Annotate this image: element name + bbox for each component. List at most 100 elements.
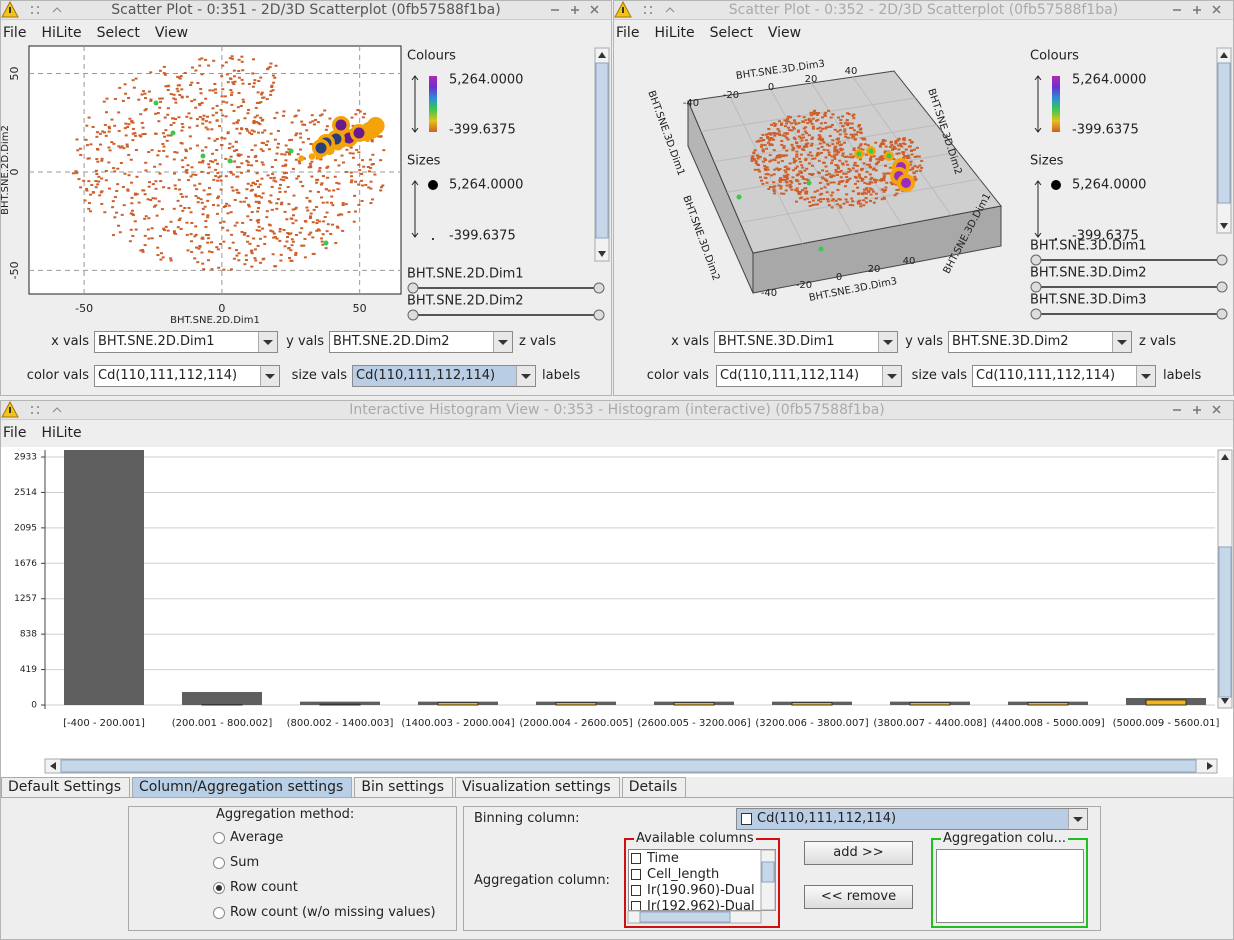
combo-box[interactable]: Cd(110,111,112,114) <box>352 365 536 387</box>
point <box>270 84 274 87</box>
radio-button[interactable] <box>212 856 226 870</box>
point <box>310 114 314 117</box>
point <box>777 132 781 135</box>
list-item[interactable]: Ir(192.962)-Dual <box>647 899 755 911</box>
combo-box[interactable]: BHT.SNE.2D.Dim2 <box>329 331 513 353</box>
point <box>827 151 831 154</box>
menu-item[interactable]: View <box>154 25 189 41</box>
slider-thumb[interactable] <box>1030 308 1042 320</box>
point <box>290 259 294 262</box>
combo-box[interactable]: Cd(110,111,112,114) <box>736 808 1088 830</box>
radio-button[interactable] <box>212 906 226 920</box>
combo-box[interactable]: Cd(110,111,112,114) <box>94 365 280 387</box>
menu-item[interactable]: HiLite <box>41 25 82 41</box>
point <box>202 268 206 271</box>
point <box>307 233 311 236</box>
point <box>265 210 269 213</box>
close-button[interactable] <box>1212 405 1221 414</box>
point <box>841 152 845 155</box>
point <box>820 151 824 154</box>
slider-thumb[interactable] <box>1216 254 1228 266</box>
slider-thumb[interactable] <box>1216 308 1228 320</box>
list-item[interactable]: Cell_length <box>647 867 720 882</box>
scroll-thumb[interactable] <box>1217 62 1231 204</box>
close-button[interactable] <box>590 5 599 14</box>
menu-item[interactable]: HiLite <box>654 25 695 41</box>
menu-item[interactable]: File <box>616 25 640 41</box>
point <box>757 140 761 143</box>
tab[interactable]: Column/Aggregation settings <box>132 777 353 797</box>
tab[interactable]: Default Settings <box>1 777 131 797</box>
maximize-button[interactable] <box>571 6 579 14</box>
close-button[interactable] <box>1212 5 1221 14</box>
menu-item[interactable]: Select <box>96 25 140 41</box>
point <box>265 216 269 219</box>
point <box>100 157 104 160</box>
point <box>833 155 837 158</box>
point <box>190 221 194 224</box>
menu-item[interactable]: View <box>767 25 802 41</box>
point <box>215 119 219 122</box>
list-item[interactable]: Time <box>647 851 679 866</box>
point <box>839 206 843 209</box>
radio-label[interactable]: Average <box>230 830 284 845</box>
maximize-button[interactable] <box>1193 406 1201 414</box>
point <box>198 245 202 248</box>
combo-box[interactable]: BHT.SNE.3D.Dim2 <box>948 331 1132 353</box>
slider-thumb[interactable] <box>1030 281 1042 293</box>
combo-box[interactable]: BHT.SNE.2D.Dim1 <box>94 331 278 353</box>
point <box>253 116 257 119</box>
menu-item[interactable]: HiLite <box>41 425 82 441</box>
point <box>167 84 171 87</box>
point <box>159 180 163 183</box>
radio-label[interactable]: Row count <box>230 880 298 895</box>
slider-thumb[interactable] <box>407 282 419 294</box>
point <box>321 233 325 236</box>
menu-item[interactable]: File <box>3 425 27 441</box>
slider-thumb[interactable] <box>1030 254 1042 266</box>
point <box>95 147 99 150</box>
maximize-button[interactable] <box>1193 6 1201 14</box>
point <box>103 123 107 126</box>
slider-thumb[interactable] <box>593 309 605 321</box>
radio-label[interactable]: Row count (w/o missing values) <box>230 905 436 920</box>
radio <box>213 907 225 919</box>
type-icon <box>631 885 641 896</box>
point <box>860 192 864 195</box>
combo-box[interactable]: Cd(110,111,112,114) <box>972 365 1156 387</box>
menu-item[interactable]: File <box>3 25 27 41</box>
point <box>828 135 832 138</box>
slider-thumb[interactable] <box>1216 281 1228 293</box>
combo-value: Cd(110,111,112,114) <box>98 368 238 383</box>
point <box>763 157 767 160</box>
point <box>816 189 820 192</box>
tab[interactable]: Visualization settings <box>455 777 620 797</box>
menu-item[interactable]: Select <box>709 25 753 41</box>
point <box>852 113 856 116</box>
list-item[interactable]: Ir(190.960)-Dual <box>647 883 755 898</box>
button[interactable]: << remove <box>804 885 913 909</box>
point <box>308 190 312 193</box>
combo-box[interactable]: Cd(110,111,112,114) <box>716 365 902 387</box>
point <box>189 211 193 214</box>
scroll-thumb[interactable] <box>1218 546 1232 698</box>
point <box>859 176 863 179</box>
radio-label[interactable]: Sum <box>230 855 260 870</box>
point <box>110 118 114 121</box>
point <box>166 113 170 116</box>
point <box>150 237 154 240</box>
slider-thumb[interactable] <box>407 309 419 321</box>
point <box>278 239 282 242</box>
radio-button[interactable] <box>212 831 226 845</box>
tab[interactable]: Details <box>621 777 687 797</box>
combo-box[interactable]: BHT.SNE.3D.Dim1 <box>714 331 898 353</box>
h-scroll-thumb[interactable] <box>60 759 1197 773</box>
button[interactable]: add >> <box>804 841 913 865</box>
point <box>200 57 204 60</box>
tab[interactable]: Bin settings <box>354 777 453 797</box>
radio-button[interactable] <box>212 881 226 895</box>
point <box>823 113 827 116</box>
point <box>249 184 253 187</box>
slider-thumb[interactable] <box>593 282 605 294</box>
scroll-thumb[interactable] <box>595 62 609 239</box>
